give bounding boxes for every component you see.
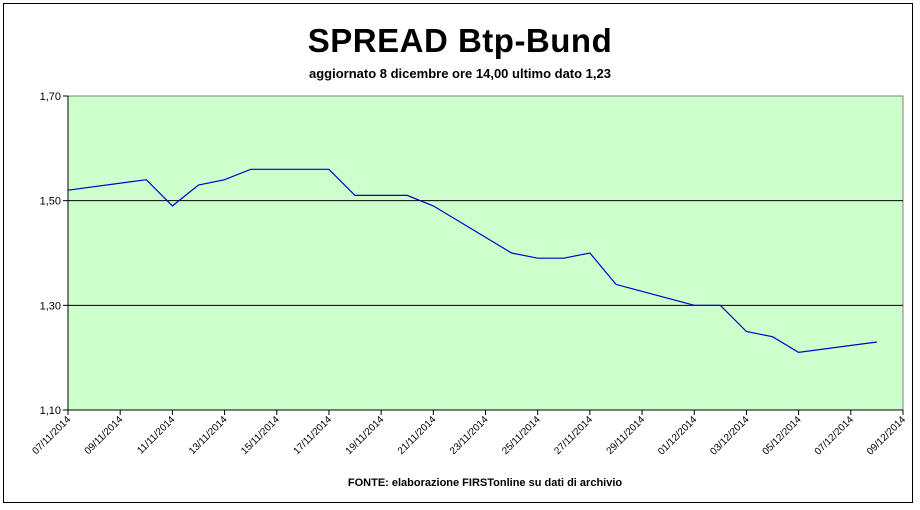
x-tick-label: 03/12/2014 <box>708 414 751 457</box>
x-tick-label: 29/11/2014 <box>605 414 648 457</box>
series-group <box>67 168 877 354</box>
x-tick-label: 23/11/2014 <box>448 414 491 457</box>
x-tick-label: 17/11/2014 <box>291 414 334 457</box>
x-axis-ticks: 07/11/2014 09/11/2014 11/11/2014 13/11/2014… <box>30 414 908 457</box>
x-tick-label: 19/11/2014 <box>344 414 387 457</box>
x-tick-label: 05/12/2014 <box>761 414 804 457</box>
x-tick-label: 27/11/2014 <box>552 414 595 457</box>
y-tick-label: 1,30 <box>40 300 61 312</box>
chart-title: SPREAD Btp-Bund <box>307 22 613 59</box>
x-tick-label: 21/11/2014 <box>396 414 439 457</box>
plot-area <box>67 95 904 411</box>
y-tick-label: 1,50 <box>40 196 61 208</box>
y-tick-label: 1,70 <box>40 91 61 103</box>
y-axis-ticks: 1,10 1,30 1,50 1,70 <box>40 91 61 417</box>
x-tick-label: 09/11/2014 <box>83 414 126 457</box>
x-tick-label: 13/11/2014 <box>187 414 230 457</box>
gridlines <box>68 200 903 306</box>
x-tick-label: 07/12/2014 <box>813 414 856 457</box>
x-tick-label: 01/12/2014 <box>656 414 699 457</box>
series-line-spread <box>67 168 877 354</box>
x-tick-label: 07/11/2014 <box>30 414 73 457</box>
y-tick-label: 1,10 <box>40 405 61 417</box>
x-tick-label: 09/12/2014 <box>865 414 908 457</box>
chart-source-note: FONTE: elaborazione FIRSTonline su dati … <box>347 477 623 489</box>
x-tick-label: 25/11/2014 <box>500 414 543 457</box>
axes <box>63 95 904 415</box>
x-tick-label: 15/11/2014 <box>239 414 282 457</box>
chart-subtitle: aggiornato 8 dicembre ore 14,00 ultimo d… <box>309 66 611 81</box>
x-tick-label: 11/11/2014 <box>135 414 177 456</box>
